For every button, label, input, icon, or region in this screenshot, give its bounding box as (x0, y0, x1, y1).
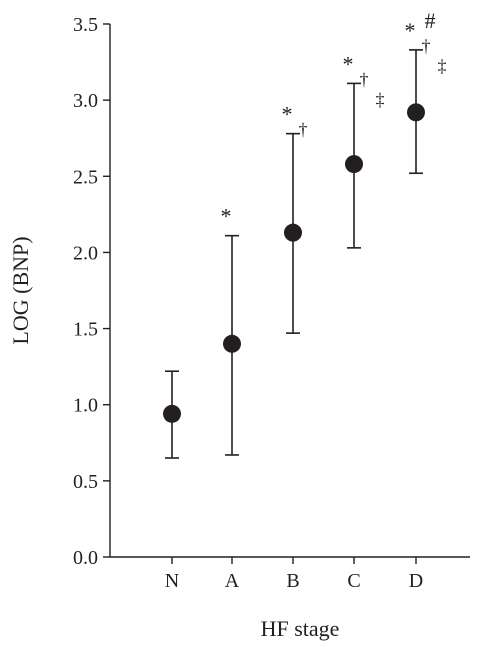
y-axis-title: LOG (BNP) (8, 236, 33, 344)
data-point-N (163, 404, 181, 423)
y-tick-label: 0.5 (73, 471, 98, 493)
significance-mark: * (405, 18, 416, 43)
x-tick-label: D (409, 570, 423, 592)
y-tick-label: 1.0 (73, 395, 98, 417)
data-point-A (223, 334, 241, 353)
x-tick-label: N (165, 570, 179, 592)
data-point-C (345, 155, 363, 174)
significance-mark: ‡ (376, 89, 385, 109)
significance-mark: † (299, 120, 308, 140)
x-tick-label: A (225, 570, 240, 592)
significance-mark: # (425, 8, 436, 33)
significance-mark: * (282, 102, 293, 127)
y-ticks: 0.0 0.5 1.0 1.5 2.0 2.5 3.0 3.5 (73, 14, 110, 569)
y-tick-label: 2.5 (73, 166, 98, 188)
x-tick-label: C (347, 570, 360, 592)
significance-mark: * (343, 51, 354, 76)
y-tick-label: 0.0 (73, 547, 98, 569)
x-tick-label: B (286, 570, 299, 592)
significance-mark: † (360, 69, 369, 89)
significance-mark: ‡ (438, 56, 447, 76)
y-tick-label: 3.0 (73, 90, 98, 112)
significance-mark: * (221, 204, 232, 229)
data-point-B (284, 223, 302, 242)
significance-mark: † (422, 36, 431, 56)
y-tick-label: 1.5 (73, 319, 98, 341)
y-tick-label: 2.0 (73, 242, 98, 264)
y-tick-label: 3.5 (73, 14, 98, 36)
error-bars (165, 49, 423, 459)
x-axis-title: HF stage (261, 616, 340, 641)
data-point-D (407, 103, 425, 122)
annotations: * * † * † ‡ * # † ‡ (221, 8, 447, 229)
axes (109, 24, 470, 558)
points (163, 103, 425, 423)
